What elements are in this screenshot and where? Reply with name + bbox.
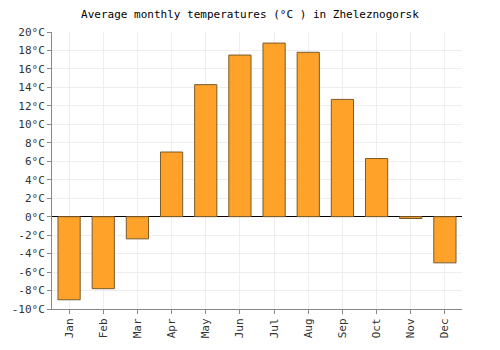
svg-text:-10°C: -10°C (12, 303, 45, 316)
svg-text:14°C: 14°C (18, 81, 45, 94)
svg-text:8°C: 8°C (25, 137, 45, 150)
svg-text:Dec: Dec (438, 318, 451, 338)
svg-text:-2°C: -2°C (18, 229, 45, 242)
svg-text:10°C: 10°C (18, 118, 45, 131)
svg-text:12°C: 12°C (18, 100, 45, 113)
svg-text:Jun: Jun (233, 318, 246, 338)
svg-text:Feb: Feb (97, 318, 110, 338)
svg-text:Apr: Apr (165, 318, 178, 338)
svg-text:4°C: 4°C (25, 174, 45, 187)
svg-text:20°C: 20°C (18, 26, 45, 39)
svg-text:Aug: Aug (302, 318, 315, 338)
svg-text:May: May (199, 318, 212, 338)
svg-text:Mar: Mar (131, 318, 144, 338)
svg-text:-4°C: -4°C (18, 247, 45, 260)
svg-text:Oct: Oct (370, 318, 383, 338)
svg-text:-8°C: -8°C (18, 284, 45, 297)
svg-text:-6°C: -6°C (18, 266, 45, 279)
svg-text:18°C: 18°C (18, 44, 45, 57)
svg-text:Average monthly temperatures (: Average monthly temperatures (°C ) in Zh… (81, 8, 419, 21)
svg-text:Nov: Nov (404, 318, 417, 338)
svg-text:Sep: Sep (336, 318, 349, 338)
svg-text:2°C: 2°C (25, 192, 45, 205)
svg-text:Jul: Jul (268, 318, 281, 338)
svg-text:6°C: 6°C (25, 155, 45, 168)
svg-text:0°C: 0°C (25, 211, 45, 224)
svg-text:Jan: Jan (63, 318, 76, 338)
svg-text:16°C: 16°C (18, 63, 45, 76)
